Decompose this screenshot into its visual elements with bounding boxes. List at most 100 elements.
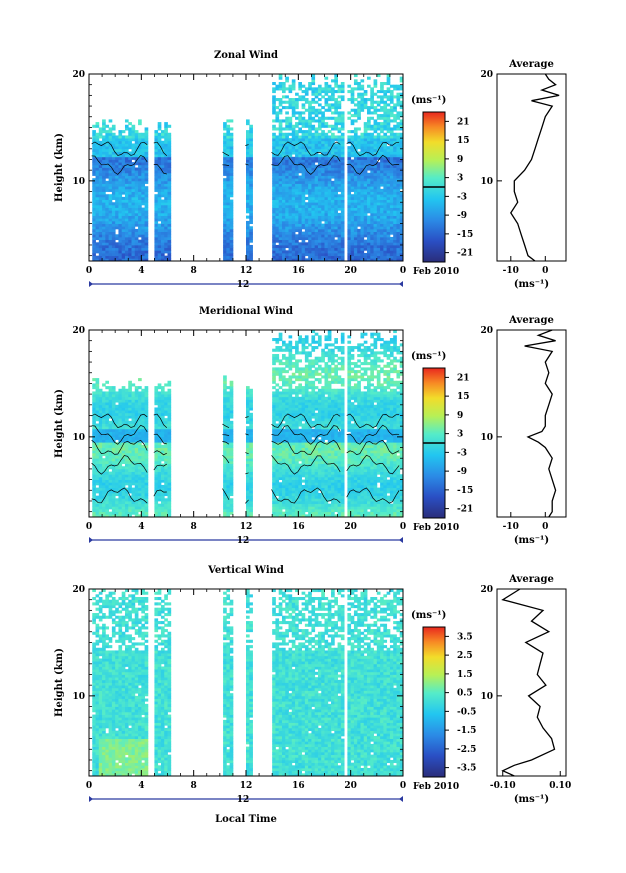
heatmap-cell — [226, 450, 231, 454]
heatmap-cell — [128, 495, 132, 499]
heatmap-cell — [311, 252, 316, 257]
heatmap-cell — [324, 138, 329, 142]
heatmap-cell — [138, 391, 142, 395]
heatmap-cell — [272, 132, 276, 136]
heatmap-cell — [249, 226, 253, 230]
heatmap-cell — [291, 138, 296, 142]
heatmap-cell — [124, 218, 129, 222]
heatmap-cell — [124, 252, 129, 257]
heatmap-cell — [226, 508, 231, 513]
heatmap-cell — [321, 239, 325, 243]
heatmap-cell — [337, 215, 342, 219]
heatmap-cell — [108, 439, 113, 443]
heatmap-cell — [229, 218, 234, 222]
heatmap-cell — [288, 255, 293, 259]
heatmap-cell — [115, 234, 119, 238]
heatmap-cell — [118, 439, 123, 443]
heatmap-cell — [360, 196, 365, 200]
heatmap-cell — [298, 159, 302, 163]
heatmap-cell — [131, 247, 136, 251]
heatmap-cell — [115, 476, 119, 480]
heatmap-cell — [249, 183, 253, 187]
heatmap-cell — [223, 466, 227, 470]
heatmap-cell — [118, 234, 123, 238]
heatmap-cell — [128, 138, 132, 142]
heatmap-cell — [141, 151, 145, 155]
heatmap-cell — [291, 226, 296, 230]
heatmap-cell — [131, 404, 136, 408]
heatmap-cell — [288, 239, 293, 243]
heatmap-cell — [376, 146, 381, 150]
heatmap-cell — [246, 210, 250, 214]
heatmap-cell — [118, 226, 123, 230]
heatmap-cell — [111, 154, 116, 158]
heatmap-cell — [380, 204, 384, 208]
heatmap-cell — [115, 175, 119, 179]
heatmap-cell — [154, 495, 159, 499]
heatmap-cell — [383, 255, 388, 259]
heatmap-cell — [246, 511, 250, 515]
heatmap-cell — [386, 108, 391, 112]
heatmap-cell — [108, 180, 113, 184]
heatmap-cell — [363, 252, 368, 257]
heatmap-cell — [288, 140, 293, 144]
heatmap-cell — [98, 479, 103, 483]
heatmap-cell — [118, 431, 123, 435]
heatmap-cell — [393, 106, 397, 110]
heatmap-cell — [350, 130, 355, 134]
heatmap-cell — [160, 466, 165, 470]
heatmap-cell — [226, 148, 231, 152]
heatmap-cell — [311, 180, 316, 184]
heatmap-cell — [363, 247, 368, 251]
heatmap-cell — [128, 474, 132, 478]
heatmap-cell — [131, 500, 136, 505]
heatmap-cell — [389, 212, 394, 216]
heatmap-cell — [124, 498, 129, 502]
heatmap-cell — [357, 127, 361, 131]
heatmap-cell — [108, 466, 113, 470]
heatmap-cell — [360, 220, 365, 224]
heatmap-cell — [102, 383, 106, 387]
heatmap-cell — [138, 140, 142, 144]
heatmap-cell — [92, 484, 96, 489]
heatmap-cell — [275, 156, 280, 160]
heatmap-cell — [353, 252, 358, 257]
heatmap-cell — [370, 186, 374, 190]
heatmap-cell — [98, 218, 103, 222]
heatmap-cell — [105, 511, 110, 515]
heatmap-cell — [308, 164, 312, 168]
heatmap-cell — [223, 148, 227, 152]
heatmap-cell — [115, 415, 119, 419]
heatmap-cell — [327, 175, 332, 179]
heatmap-cell — [324, 210, 329, 214]
heatmap-cell — [144, 132, 149, 136]
heatmap-cell — [308, 250, 312, 254]
heatmap-cell — [380, 143, 384, 147]
heatmap-cell — [321, 156, 325, 160]
heatmap-cell — [226, 498, 231, 502]
heatmap-cell — [311, 140, 316, 144]
heatmap-cell — [288, 132, 293, 136]
heatmap-cell — [246, 250, 250, 254]
heatmap-cell — [128, 223, 132, 227]
heatmap-cell — [281, 146, 286, 150]
heatmap-cell — [380, 164, 384, 168]
heatmap-cell — [160, 479, 165, 483]
heatmap-cell — [95, 452, 100, 456]
heatmap-cell — [396, 210, 401, 214]
heatmap-cell — [111, 471, 116, 475]
heatmap-cell — [246, 170, 250, 174]
heatmap-cell — [347, 258, 352, 262]
heatmap-cell — [246, 228, 250, 233]
heatmap-cell — [340, 159, 345, 163]
heatmap-cell — [111, 386, 116, 390]
heatmap-cell — [373, 210, 378, 214]
heatmap-cell — [131, 234, 136, 238]
heatmap-cell — [105, 484, 110, 489]
heatmap-cell — [317, 127, 322, 131]
heatmap-cell — [229, 404, 234, 408]
heatmap-cell — [111, 226, 116, 230]
heatmap-cell — [95, 378, 100, 382]
heatmap-cell — [108, 132, 113, 136]
heatmap-cell — [311, 76, 316, 80]
